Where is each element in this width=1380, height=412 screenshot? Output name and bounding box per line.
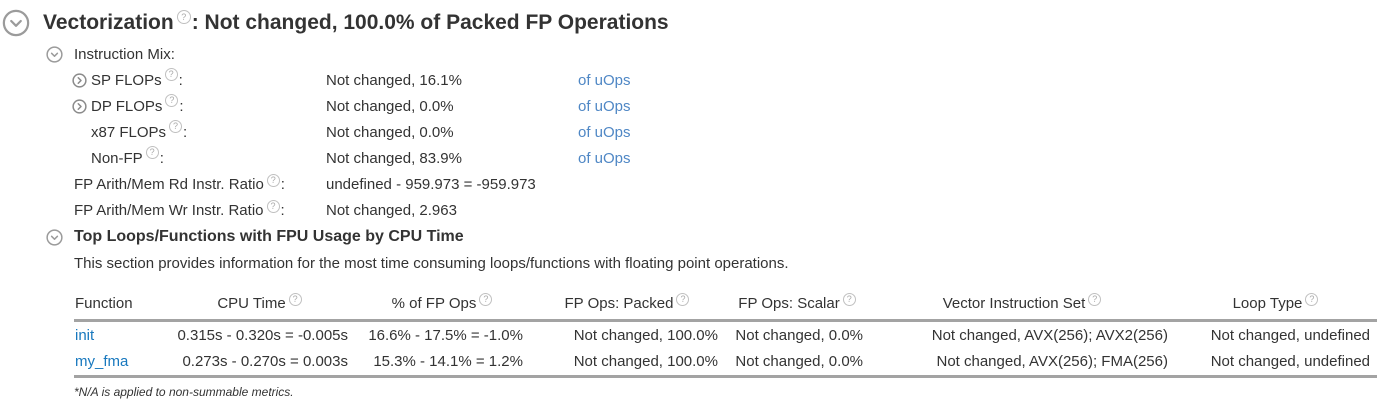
metric-value: Not changed, 0.0% — [326, 97, 454, 115]
of-uops-link[interactable]: of uOps — [578, 149, 631, 167]
table-row: my_fma 0.273s - 0.270s = 0.003s 15.3% - … — [74, 349, 1377, 377]
fp-ops-packed-cell: Not changed, 100.0% — [573, 353, 718, 371]
metric-name: x87 FLOPs — [91, 123, 167, 141]
metric-row-dp-flops: DP FLOPs?: Not changed, 0.0% of uOps — [72, 93, 1380, 119]
loop-type-cell: Not changed, undefined — [1210, 326, 1370, 344]
help-icon[interactable]: ? — [164, 67, 178, 81]
colon: : — [179, 97, 184, 115]
column-header-pct-fp-ops: % of FP Ops? — [355, 291, 530, 321]
help-icon[interactable]: ? — [842, 293, 856, 306]
help-icon[interactable]: ? — [266, 173, 280, 187]
vectorization-section-header: Vectorization?: Not changed, 100.0% of P… — [0, 0, 1380, 41]
top-loops-table: Function CPU Time? % of FP Ops? FP Ops: … — [74, 291, 1377, 378]
column-header-cpu-time: CPU Time? — [165, 291, 355, 321]
page-title: Vectorization?: Not changed, 100.0% of P… — [43, 10, 669, 35]
metric-summary: : Not changed, 100.0% of Packed FP Opera… — [191, 11, 669, 34]
help-icon[interactable]: ? — [479, 293, 493, 306]
help-icon[interactable]: ? — [266, 199, 280, 213]
collapse-chevron-down-circle-icon[interactable] — [46, 228, 63, 246]
metric-value: Not changed, 0.0% — [326, 123, 454, 141]
help-icon[interactable]: ? — [165, 93, 179, 107]
expand-chevron-right-circle-icon[interactable] — [72, 72, 87, 88]
column-header-function: Function — [75, 295, 133, 312]
column-header-fp-ops-scalar: FP Ops: Scalar? — [725, 291, 870, 321]
fp-ops-packed-cell: Not changed, 100.0% — [573, 326, 718, 344]
help-icon[interactable]: ? — [288, 293, 302, 306]
help-icon[interactable]: ? — [676, 293, 690, 306]
help-icon[interactable]: ? — [169, 119, 183, 133]
column-header-fp-ops-packed: FP Ops: Packed? — [530, 291, 725, 321]
pct-fp-ops-cell: 15.3% - 14.1% = 1.2% — [373, 353, 523, 371]
metric-row-sp-flops: SP FLOPs?: Not changed, 16.1% of uOps — [72, 67, 1380, 93]
section-title: Top Loops/Functions with FPU Usage by CP… — [74, 228, 464, 245]
function-cell: my_fma — [74, 349, 165, 377]
collapse-chevron-down-circle-icon[interactable] — [46, 45, 63, 63]
expand-chevron-right-circle-icon[interactable] — [72, 98, 87, 114]
metric-label: Non-FP?: — [72, 145, 326, 167]
vector-isa-cell: Not changed, AVX(256); FMA(256) — [936, 353, 1168, 371]
ratio-row-rd: FP Arith/Mem Rd Instr. Ratio?: undefined… — [74, 171, 1380, 197]
of-uops-link[interactable]: of uOps — [578, 71, 631, 89]
instruction-mix-label: Instruction Mix: — [74, 45, 175, 63]
fp-ops-scalar-cell: Not changed, 0.0% — [735, 326, 863, 344]
collapse-chevron-down-circle-icon[interactable] — [2, 9, 30, 37]
function-link[interactable]: init — [75, 326, 95, 344]
metric-label: FP Arith/Mem Rd Instr. Ratio?: — [74, 173, 326, 193]
cpu-time-cell: 0.273s - 0.270s = 0.003s — [182, 353, 348, 371]
vector-isa-cell: Not changed, AVX(256); AVX2(256) — [931, 326, 1168, 344]
function-link[interactable]: my_fma — [75, 353, 129, 371]
column-header-loop-type: Loop Type? — [1175, 291, 1377, 321]
table-row: init 0.315s - 0.320s = -0.005s 16.6% - 1… — [74, 321, 1377, 349]
metric-value: Not changed, 16.1% — [326, 71, 462, 89]
colon: : — [280, 201, 285, 219]
instruction-mix-header: Instruction Mix: — [46, 41, 1380, 67]
help-icon[interactable]: ? — [1305, 293, 1319, 306]
of-uops-link[interactable]: of uOps — [578, 97, 631, 115]
metric-name: DP FLOPs — [91, 97, 163, 115]
metric-name: FP Arith/Mem Wr Instr. Ratio — [74, 201, 264, 219]
help-icon[interactable]: ? — [145, 145, 159, 159]
column-header-vector-isa: Vector Instruction Set? — [870, 291, 1175, 321]
table-header-row: Function CPU Time? % of FP Ops? FP Ops: … — [74, 291, 1377, 321]
help-icon[interactable]: ? — [176, 10, 191, 24]
metric-value: Not changed, 2.963 — [326, 201, 457, 219]
metric-label: SP FLOPs?: — [72, 67, 326, 89]
table-footnote: *N/A is applied to non-summable metrics. — [74, 385, 294, 399]
metric-name: Vectorization — [43, 11, 174, 34]
colon: : — [159, 149, 164, 167]
metric-value: Not changed, 83.9% — [326, 149, 462, 167]
section-description: This section provides information for th… — [74, 255, 789, 272]
fp-ops-scalar-cell: Not changed, 0.0% — [735, 353, 863, 371]
metric-name: FP Arith/Mem Rd Instr. Ratio — [74, 175, 264, 193]
metric-label: FP Arith/Mem Wr Instr. Ratio?: — [74, 199, 326, 219]
metric-label: DP FLOPs?: — [72, 93, 326, 115]
of-uops-link[interactable]: of uOps — [578, 123, 631, 141]
metric-row-non-fp: Non-FP?: Not changed, 83.9% of uOps — [72, 145, 1380, 171]
metric-name: SP FLOPs — [91, 71, 162, 89]
colon: : — [280, 175, 285, 193]
colon: : — [183, 123, 188, 141]
loop-type-cell: Not changed, undefined — [1210, 353, 1370, 371]
cpu-time-cell: 0.315s - 0.320s = -0.005s — [177, 326, 348, 344]
help-icon[interactable]: ? — [1088, 293, 1102, 306]
colon: : — [178, 71, 183, 89]
ratio-row-wr: FP Arith/Mem Wr Instr. Ratio?: Not chang… — [74, 197, 1380, 223]
function-cell: init — [74, 321, 165, 349]
metric-value: undefined - 959.973 = -959.973 — [326, 175, 536, 193]
pct-fp-ops-cell: 16.6% - 17.5% = -1.0% — [368, 326, 523, 344]
metric-row-x87-flops: x87 FLOPs?: Not changed, 0.0% of uOps — [72, 119, 1380, 145]
metric-label: x87 FLOPs?: — [72, 119, 326, 141]
top-loops-section-header: Top Loops/Functions with FPU Usage by CP… — [46, 223, 1380, 251]
metric-name: Non-FP — [91, 149, 143, 167]
